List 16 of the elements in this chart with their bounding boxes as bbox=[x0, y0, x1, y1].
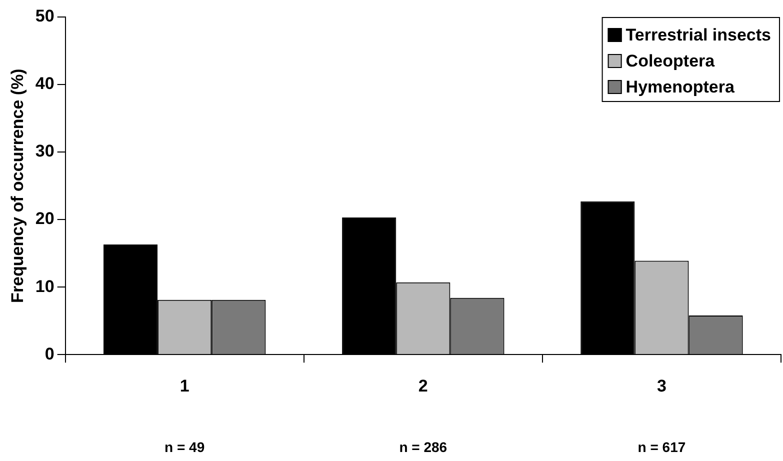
text: n = 286 bbox=[399, 438, 448, 455]
y-tick-label: 50 bbox=[35, 6, 54, 26]
legend-label: Terrestrial insects bbox=[626, 26, 772, 45]
y-tick-label: 0 bbox=[44, 344, 54, 364]
y-axis-title: Frequency of occurrence (%) bbox=[8, 68, 27, 303]
text: n = 617 bbox=[638, 438, 686, 455]
y-tick-label: 40 bbox=[35, 74, 54, 94]
x-tick-label: 2 bbox=[418, 376, 428, 396]
x-tick-label: 3 bbox=[656, 376, 666, 396]
legend-label: Hymenoptera bbox=[626, 78, 735, 97]
text: n = 49 bbox=[164, 438, 205, 455]
y-tick-label: 30 bbox=[35, 142, 54, 161]
y-tick-label: 10 bbox=[35, 276, 54, 296]
y-tick-label: 20 bbox=[35, 209, 54, 228]
legend-label: Coleoptera bbox=[626, 52, 716, 71]
x-tick-label: 1 bbox=[180, 376, 190, 396]
